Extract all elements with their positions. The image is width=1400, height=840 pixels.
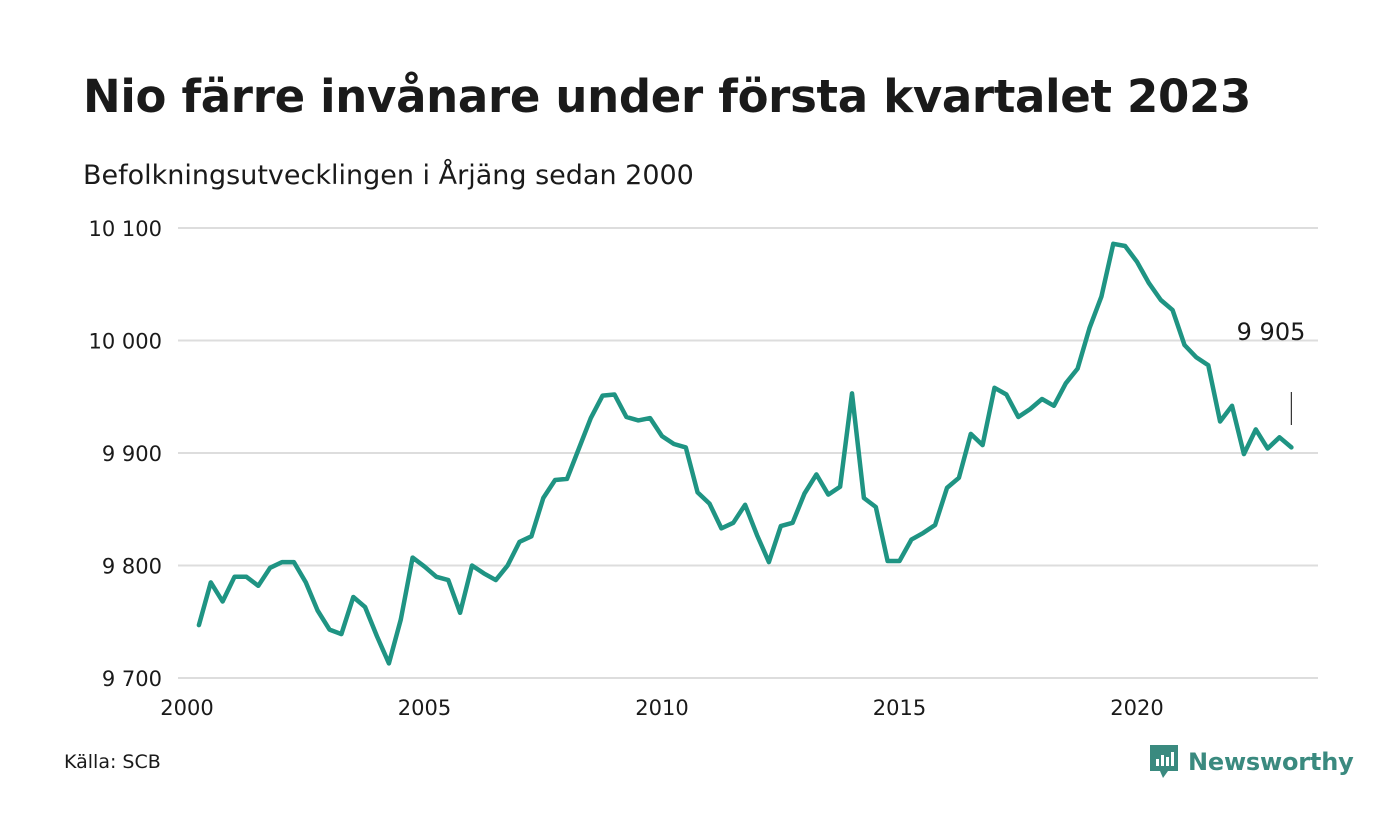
- annotation-label: 9 905: [1237, 318, 1306, 346]
- y-tick-label: 10 100: [89, 217, 162, 241]
- x-tick-label: 2005: [398, 696, 451, 720]
- annotation-layer: 9 905: [1237, 318, 1306, 425]
- newsworthy-logo-icon: [1150, 745, 1178, 778]
- series-layer: [196, 241, 1294, 666]
- brand-name: Newsworthy: [1188, 748, 1354, 776]
- brand-logo: Newsworthy: [1148, 742, 1354, 782]
- chart-subtitle: Befolkningsutvecklingen i Årjäng sedan 2…: [83, 160, 694, 191]
- x-tick-label: 2000: [160, 696, 213, 720]
- series-line: [196, 241, 1294, 666]
- x-tick-label: 2020: [1110, 696, 1163, 720]
- x-tick-label: 2015: [873, 696, 926, 720]
- x-tick-label: 2010: [635, 696, 688, 720]
- y-tick-label: 9 900: [102, 442, 162, 466]
- y-tick-label: 9 700: [102, 667, 162, 691]
- axis-layer: 9 700 9 800 9 900 10 000 10 100 2000 2005 2010 2…: [89, 217, 1164, 720]
- y-tick-label: 9 800: [102, 555, 162, 579]
- grid-layer: [178, 227, 1318, 679]
- source-note: Källa: SCB: [64, 751, 161, 773]
- y-tick-label: 10 000: [89, 330, 162, 354]
- chart-title: Nio färre invånare under första kvartale…: [83, 70, 1252, 123]
